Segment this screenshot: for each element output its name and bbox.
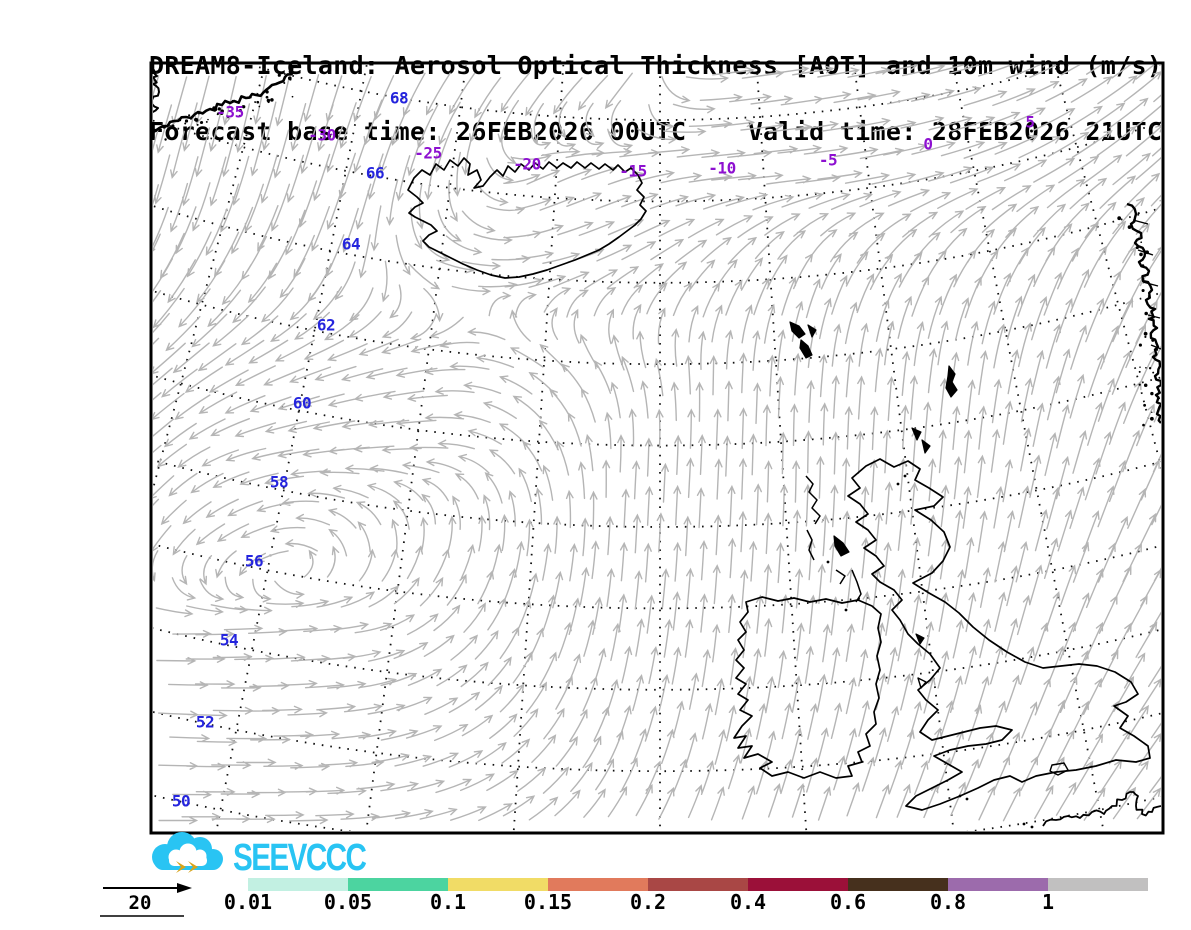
lat-label: 68: [389, 88, 409, 108]
coast-norway-fjord: [1132, 219, 1149, 225]
colorbar-segment: [948, 878, 1048, 891]
lat-label: 54: [219, 630, 239, 650]
colorbar-segment: [648, 878, 748, 891]
coast-shetland: [945, 365, 958, 398]
coastlines: [153, 65, 1161, 829]
wind-scale: [100, 883, 192, 917]
lon-label: -5: [818, 150, 838, 170]
wind-scale-arrow-icon: [100, 883, 192, 917]
wind-arrows: [153, 65, 1161, 825]
colorbar-segment: [248, 878, 348, 891]
coast-hebrides: [806, 529, 815, 561]
chevron-icon: [176, 861, 198, 873]
coast-hebrides: [805, 475, 821, 525]
coast-greenland-edge: [153, 69, 160, 113]
coast-anglesey: [917, 677, 927, 689]
coast-orkney: [911, 427, 922, 441]
colorbar-segment: [448, 878, 548, 891]
coast-greenland: [153, 65, 298, 133]
seevccc-logo-text: SEEVCCC: [233, 837, 367, 879]
coast-iceland: [407, 157, 647, 279]
colorbar-tick-label: 0.01: [223, 890, 273, 914]
colorbar-tick-label: 0.8: [929, 890, 967, 914]
coast-isle-of-wight: [1049, 762, 1069, 776]
coast-faroe: [799, 339, 813, 359]
coast-france: [1042, 791, 1161, 827]
colorbar-tick-label: 0.4: [729, 890, 767, 914]
colorbar-segment: [548, 878, 648, 891]
colorbar-tick-label: 0.1: [429, 890, 467, 914]
lon-label: -20: [513, 154, 541, 174]
lat-label: 52: [195, 712, 215, 732]
map-frame: [149, 61, 1165, 835]
coast-ireland: [733, 596, 882, 779]
coast-hebrides: [835, 569, 846, 585]
coast-norway-fjord: [1142, 281, 1159, 287]
lat-label: 66: [365, 163, 385, 183]
lon-label: -15: [619, 161, 647, 181]
coast-orkney: [921, 439, 931, 454]
lon-label: -35: [216, 102, 244, 122]
coast-norway-fjord: [1137, 249, 1154, 256]
colorbar-tick-label: 0.15: [523, 890, 573, 914]
colorbar-segment: [748, 878, 848, 891]
lon-label: -30: [308, 125, 336, 145]
coast-norway-fjord: [1147, 314, 1161, 319]
colorbar-tick-label: 0.6: [829, 890, 867, 914]
seevccc-logo: [152, 832, 223, 873]
lon-label: -25: [414, 143, 442, 163]
lon-label: -10: [708, 158, 736, 178]
colorbar-tick-label: 0.05: [323, 890, 373, 914]
colorbar-tick-label: 0.2: [629, 890, 667, 914]
lat-label: 64: [341, 234, 361, 254]
lon-label: 5: [1025, 112, 1035, 132]
colorbar-segment: [348, 878, 448, 891]
coast-norway: [1126, 202, 1161, 424]
coast-hebrides: [833, 535, 850, 557]
colorbar-segment: [1048, 878, 1148, 891]
lat-label: 58: [269, 472, 289, 492]
coast-great-britain: [847, 458, 1151, 811]
lat-label: 50: [171, 791, 191, 811]
coast-norway-fjord: [1150, 344, 1161, 350]
cloud-icon: [152, 832, 223, 873]
coast-faroe: [789, 321, 806, 339]
coast-hebrides: [851, 569, 862, 603]
coast-faroe: [807, 324, 817, 338]
lon-label: 0: [923, 134, 933, 154]
lat-label: 56: [244, 551, 264, 571]
lat-label: 62: [316, 315, 336, 335]
colorbar-tick-label: 1: [1041, 890, 1055, 914]
lat-label: 60: [292, 393, 312, 413]
wind-scale-label: 20: [128, 892, 152, 914]
coast-isle-of-man: [915, 633, 925, 645]
colorbar-segment: [848, 878, 948, 891]
